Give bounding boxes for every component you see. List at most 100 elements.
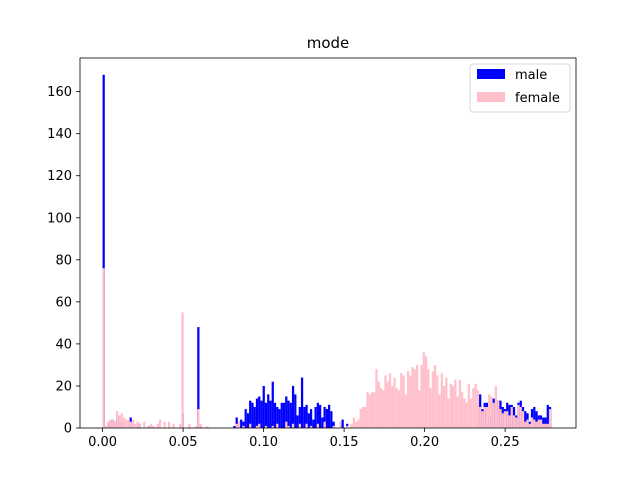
bar-female-136 [537, 419, 540, 428]
bar-female-52 [346, 425, 349, 428]
bar-female-2 [107, 421, 110, 428]
bar-female-50 [332, 425, 335, 428]
bar-female-121 [503, 411, 507, 428]
bar-female-93 [440, 373, 443, 428]
bar-female-70 [388, 373, 392, 428]
legend-swatch-female [477, 92, 505, 102]
bar-female-61 [368, 394, 371, 428]
bar-female-103 [463, 398, 466, 428]
bar-female-77 [404, 394, 407, 428]
bar-male-87 [542, 417, 545, 428]
bar-male-47 [309, 409, 313, 428]
bar-female-19 [149, 423, 153, 428]
bar-female-89 [431, 371, 434, 428]
bar-female-20 [152, 425, 155, 428]
bar-female-139 [544, 423, 547, 428]
bar-female-39 [264, 425, 268, 428]
bar-female-107 [472, 388, 475, 428]
bar-male-28 [267, 394, 270, 428]
bar-male-32 [276, 406, 279, 428]
bar-female-133 [530, 417, 534, 428]
bar-female-108 [474, 383, 477, 428]
bar-female-115 [490, 396, 493, 428]
bar-female-47 [309, 425, 313, 428]
bar-female-120 [501, 413, 504, 428]
bar-female-53 [350, 423, 353, 428]
legend-label-female: female [515, 91, 560, 106]
bar-female-46 [305, 423, 308, 428]
x-tick-label-1: 0.05 [169, 435, 198, 450]
bar-male-40 [294, 394, 297, 428]
x-tick-label-4: 0.20 [410, 435, 439, 450]
bar-female-75 [400, 373, 403, 428]
chart-title: mode [307, 34, 350, 52]
bar-female-7 [118, 415, 121, 428]
bar-female-127 [517, 404, 520, 429]
bar-male-42 [298, 406, 301, 428]
bar-female-98 [452, 385, 455, 428]
bar-female-60 [366, 392, 369, 428]
bar-male-0 [102, 74, 105, 428]
bar-male-54 [325, 409, 328, 428]
bar-female-86 [424, 356, 428, 428]
bar-female-100 [456, 396, 459, 428]
y-tick-label-6: 120 [47, 169, 72, 184]
bar-female-51 [339, 421, 342, 428]
bar-female-131 [526, 419, 529, 428]
bar-female-38 [258, 423, 261, 428]
bar-female-88 [429, 388, 432, 428]
bar-male-33 [278, 409, 281, 428]
bar-female-105 [467, 383, 471, 428]
bar-female-74 [397, 390, 401, 428]
bar-female-45 [298, 423, 301, 428]
bar-male-57 [332, 421, 335, 428]
bar-female-79 [409, 375, 412, 428]
bar-female-5 [113, 421, 117, 428]
bar-male-21 [251, 402, 254, 428]
bar-female-59 [364, 406, 367, 428]
bar-male-29 [269, 400, 272, 428]
plot-bars [102, 74, 552, 429]
bar-female-64 [375, 369, 378, 428]
bar-female-104 [465, 402, 468, 428]
bar-male-11 [197, 327, 200, 428]
x-tick-label-5: 0.25 [491, 435, 520, 450]
bar-male-46 [307, 413, 310, 428]
bar-female-80 [411, 367, 414, 428]
bar-female-69 [386, 381, 389, 428]
x-tick-label-2: 0.10 [249, 435, 278, 450]
bar-female-41 [276, 423, 279, 428]
bar-male-16 [240, 419, 243, 428]
bar-male-35 [282, 402, 286, 428]
bar-female-96 [447, 398, 450, 428]
bar-female-40 [271, 425, 274, 428]
bar-female-84 [420, 364, 423, 428]
bar-male-84 [535, 411, 538, 428]
bar-male-17 [242, 421, 245, 428]
bar-female-91 [436, 375, 439, 428]
bar-female-138 [542, 423, 545, 428]
bar-female-63 [373, 392, 376, 428]
bar-female-76 [402, 375, 405, 428]
bar-female-36 [249, 423, 252, 428]
bar-female-119 [499, 409, 502, 428]
bar-female-116 [492, 402, 495, 428]
bar-female-6 [116, 411, 119, 428]
bar-female-31 [199, 423, 202, 428]
bar-female-13 [131, 419, 135, 428]
bar-female-58 [361, 406, 365, 428]
bar-male-79 [524, 411, 527, 428]
bar-female-23 [163, 421, 166, 428]
bar-female-83 [418, 390, 421, 428]
y-tick-label-4: 80 [55, 253, 72, 268]
bar-female-97 [449, 383, 452, 428]
bar-female-55 [355, 421, 358, 428]
bar-female-140 [546, 423, 549, 428]
bar-female-21 [156, 423, 159, 428]
y-tick-label-3: 60 [55, 295, 72, 310]
bar-female-112 [483, 406, 486, 428]
bar-male-45 [305, 404, 308, 429]
bar-male-37 [287, 400, 290, 428]
bar-female-4 [111, 419, 114, 428]
